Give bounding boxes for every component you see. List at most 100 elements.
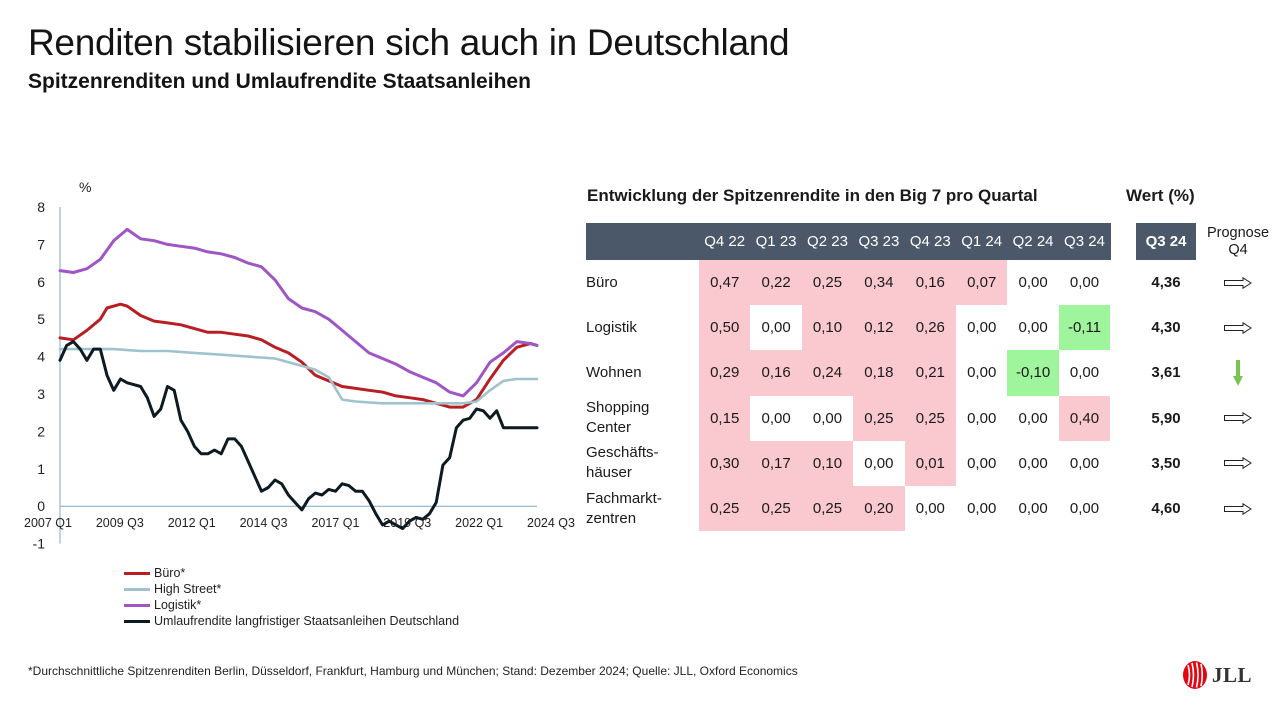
table-cell: 0,10	[801, 440, 854, 486]
table-cell: 0,12	[853, 305, 905, 351]
table-cell: 0,29	[699, 350, 751, 396]
table-cell: 0,07	[956, 260, 1008, 306]
table-cell: 0,00	[761, 409, 791, 427]
current-value: 4,36	[1151, 274, 1181, 291]
series-line-3	[58, 227, 539, 398]
table-cell: 0,00	[1069, 454, 1100, 472]
table-cell: 0,26	[904, 305, 956, 351]
table-cell: 0,00	[967, 500, 997, 517]
y-tick-label: 2	[37, 423, 45, 439]
row-label-line1: Logistik	[586, 318, 637, 336]
y-tick-label: -1	[33, 536, 46, 552]
table-cell: 0,18	[853, 350, 905, 396]
current-value: 4,60	[1151, 500, 1181, 517]
table-cell: 0,22	[750, 260, 802, 306]
quarter-header: Q4 22	[704, 233, 746, 250]
table-cell: 0,00	[967, 364, 997, 382]
y-tick-label: 0	[37, 498, 45, 514]
row-label-line2: zentren	[586, 509, 637, 527]
right-arrow-icon	[1224, 305, 1252, 350]
table-cell: -0,11	[1058, 305, 1111, 351]
table-cell: 0,25	[750, 486, 802, 532]
x-tick-label: 2022 Q1	[455, 516, 503, 530]
table-cell: 0,25	[853, 395, 905, 441]
value-column-header: Q3 24	[1136, 223, 1196, 260]
legend-item: High Street*	[124, 581, 459, 597]
table-cell: 0,15	[699, 395, 751, 441]
table-cell: 0,00	[1018, 319, 1048, 337]
chart-legend: Büro* High Street* Logistik* Umlaufrendite …	[124, 565, 459, 629]
y-tick-label: 4	[37, 349, 45, 365]
down-arrow-icon	[1224, 350, 1252, 395]
table-cell: 0,00	[1018, 500, 1048, 517]
jll-logo: JLL	[1182, 660, 1252, 690]
table-cell: 0,00	[812, 409, 843, 427]
legend-item: Logistik*	[124, 597, 459, 613]
table-cell: 0,17	[750, 440, 802, 486]
table-cell: 0,25	[801, 260, 854, 306]
table-cell: 0,40	[1058, 395, 1111, 441]
table-cell: 0,00	[864, 454, 894, 472]
table-cell: 0,10	[801, 305, 854, 351]
x-tick-label: 2007 Q1	[24, 516, 72, 530]
row-label: Wohnen	[586, 363, 642, 383]
series-line-4	[58, 340, 539, 531]
row-label-line2: Center	[586, 419, 632, 437]
table-cell: 0,16	[904, 260, 956, 306]
y-tick-label: 5	[37, 311, 45, 327]
table-cell: 0,00	[967, 409, 997, 427]
table-cell: 0,24	[801, 350, 854, 396]
y-tick-label: 6	[37, 274, 45, 290]
logo-text: JLL	[1212, 662, 1253, 687]
table-cell: 0,00	[1069, 364, 1100, 382]
table-heading: Entwicklung der Spitzenrendite in den Bi…	[587, 186, 1038, 205]
x-tick-label: 2009 Q3	[96, 516, 144, 530]
legend-item: Büro*	[124, 565, 459, 581]
table-cell: 0,25	[801, 486, 854, 532]
table-cell: -0,10	[1007, 350, 1059, 396]
table-cell: 0,00	[915, 500, 945, 517]
series-line-2	[58, 347, 539, 405]
table-header-bar	[586, 223, 1111, 260]
x-tick-label: 2014 Q3	[240, 516, 288, 530]
current-value: 4,30	[1151, 319, 1181, 337]
table-cell: 0,16	[750, 350, 802, 396]
series-line-1	[58, 302, 539, 409]
legend-label: Büro*	[154, 566, 186, 580]
current-value: 5,90	[1151, 409, 1181, 427]
y-tick-label: 7	[37, 236, 45, 252]
table-cell: 0,00	[967, 319, 997, 337]
quarter-header: Q3 23	[858, 233, 900, 250]
table-cell: 0,00	[1069, 500, 1100, 517]
table-cell: 0,30	[699, 440, 751, 486]
legend-item: Umlaufrendite langfristiger Staatsanleih…	[124, 613, 459, 629]
forecast-header-line2: Q4	[1228, 242, 1248, 258]
legend-swatch	[124, 619, 150, 623]
current-value: 3,50	[1151, 454, 1181, 472]
quarter-header: Q2 23	[807, 233, 848, 250]
right-arrow-icon	[1224, 260, 1252, 305]
table-cell: 0,00	[1018, 454, 1048, 472]
page-title: Renditen stabilisieren sich auch in Deut…	[28, 22, 790, 63]
current-value: 3,61	[1151, 364, 1181, 382]
yield-line-chart: 8 7 6 5 4 3 2 1 0 -1% 2007 Q1 2009 Q3 2012 Q1 2014 Q3…	[24, 179, 575, 552]
table-cell: 0,34	[853, 260, 905, 306]
row-label: Logistik	[586, 318, 637, 338]
y-tick-label: 3	[37, 386, 45, 402]
table-cell: 0,00	[1069, 274, 1100, 291]
x-tick-label: 2017 Q1	[311, 516, 359, 530]
quarter-header: Q1 23	[755, 233, 797, 250]
table-cell: 0,00	[1018, 409, 1048, 427]
right-arrow-icon	[1224, 486, 1252, 531]
row-label: Fachmarkt-zentren	[586, 489, 662, 529]
row-label: Büro	[586, 273, 618, 293]
table-cell: 0,25	[904, 395, 956, 441]
legend-label: Logistik*	[154, 598, 202, 612]
forecast-header-line1: Prognose	[1206, 225, 1270, 241]
row-label-line1: Geschäfts-	[586, 444, 659, 462]
table-cell: 0,21	[904, 350, 956, 396]
x-tick-label: 2012 Q1	[168, 516, 216, 530]
row-label-line1: Shopping	[586, 399, 650, 417]
table-cell: 0,20	[853, 486, 905, 532]
y-axis-unit-label: %	[79, 179, 91, 195]
